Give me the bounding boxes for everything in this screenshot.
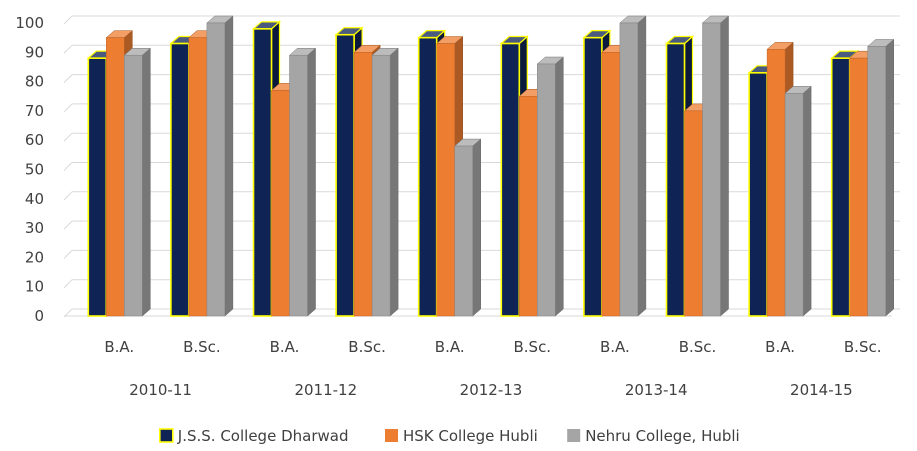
bar <box>124 54 143 317</box>
x-tick-label: B.Sc. <box>348 338 386 356</box>
bar-side <box>720 15 729 317</box>
gridline-depth <box>63 15 73 25</box>
group-label: 2013-14 <box>625 381 688 399</box>
bar <box>583 36 603 317</box>
x-tick-label: B.A. <box>765 338 795 356</box>
bar-side <box>802 85 812 317</box>
bar <box>87 57 108 317</box>
bar <box>784 93 804 317</box>
bar <box>454 145 473 317</box>
bar <box>206 22 226 317</box>
y-tick-label: 100 <box>15 14 44 32</box>
y-tick-label: 60 <box>25 131 44 149</box>
bar-side <box>472 138 481 317</box>
x-tick-label: B.Sc. <box>183 338 221 356</box>
group-label: 2012-13 <box>460 381 523 399</box>
bar-side <box>224 15 234 317</box>
bar <box>748 72 768 317</box>
legend-label: J.S.S. College Dharwad <box>177 427 349 445</box>
bar <box>252 28 273 317</box>
bar <box>830 57 851 317</box>
bar <box>519 96 538 317</box>
y-tick-label: 10 <box>25 278 44 296</box>
bar <box>371 54 391 317</box>
y-tick-label: 70 <box>25 102 44 120</box>
bar <box>867 46 886 317</box>
gridline-depth <box>63 162 73 171</box>
bar <box>537 63 556 317</box>
group-label: 2010-11 <box>129 381 192 399</box>
bar <box>500 42 521 317</box>
legend-swatch <box>567 429 581 442</box>
gridline-depth <box>63 44 73 54</box>
bar-side <box>637 15 647 317</box>
x-tick-label: B.A. <box>600 338 630 356</box>
bar <box>335 33 355 317</box>
bar <box>436 43 455 317</box>
x-tick-label: B.A. <box>270 338 300 356</box>
bar <box>271 90 290 317</box>
bar <box>417 36 438 317</box>
bar <box>106 37 125 317</box>
y-tick-label: 80 <box>25 73 44 91</box>
legend-swatch <box>159 428 174 443</box>
bar <box>188 37 208 317</box>
group-label: 2014-15 <box>790 381 853 399</box>
group-label: 2011-12 <box>294 381 357 399</box>
gridline-depth <box>63 250 73 259</box>
x-tick-label: B.A. <box>435 338 465 356</box>
bar-side <box>555 56 564 317</box>
gridline-depth <box>63 191 73 201</box>
x-tick-label: B.Sc. <box>679 338 717 356</box>
bar <box>601 52 621 317</box>
legend-label: HSK College Hubli <box>403 427 538 445</box>
gridline-depth <box>63 74 73 84</box>
bar <box>289 54 308 317</box>
y-tick-label: 50 <box>25 161 44 179</box>
bar <box>684 110 703 317</box>
bar <box>665 42 686 317</box>
bar-side <box>389 47 399 317</box>
bar-side <box>885 38 894 317</box>
legend-label: Nehru College, Hubli <box>585 427 740 445</box>
gridline-depth <box>63 279 73 289</box>
bar <box>619 22 639 317</box>
gridline-depth <box>63 103 73 113</box>
bar <box>170 42 190 317</box>
x-tick-label: B.Sc. <box>844 338 882 356</box>
bar <box>353 52 373 317</box>
y-tick-label: 40 <box>25 190 44 208</box>
bar <box>702 22 721 317</box>
bar <box>766 49 786 317</box>
gridline-depth <box>63 132 73 142</box>
bar-side <box>307 47 316 317</box>
y-tick-label: 30 <box>25 219 44 237</box>
y-tick-label: 0 <box>34 307 44 325</box>
bar-side <box>142 47 151 317</box>
legend-swatch <box>385 429 398 442</box>
x-tick-label: B.A. <box>104 338 134 356</box>
y-tick-label: 20 <box>25 248 44 266</box>
bar <box>849 57 868 317</box>
x-tick-label: B.Sc. <box>513 338 551 356</box>
y-tick-label: 90 <box>25 43 44 61</box>
gridline-depth <box>63 220 73 230</box>
